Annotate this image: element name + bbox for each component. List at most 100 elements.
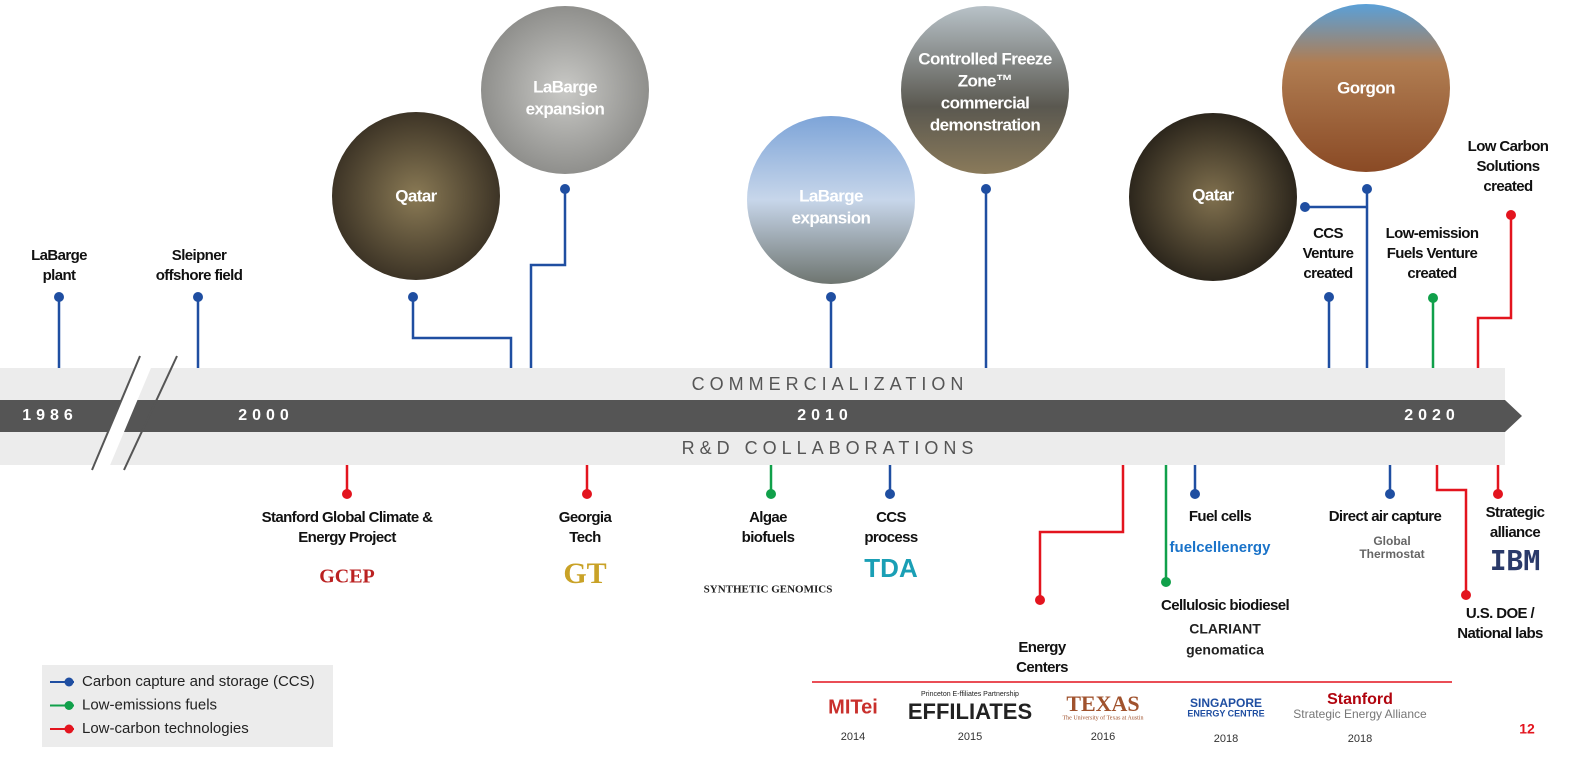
photo — [481, 6, 649, 174]
milestone-label: created — [1483, 178, 1533, 195]
axis-break — [92, 356, 156, 470]
partner-year: 2015 — [958, 731, 982, 743]
milestone-label: plant — [43, 267, 76, 284]
dot — [826, 292, 836, 302]
dot — [766, 489, 776, 499]
photo — [1282, 4, 1450, 172]
partner-logo: IBM — [1490, 544, 1541, 577]
collaboration-label: Energy Project — [298, 529, 396, 546]
year-label: 2000 — [238, 407, 294, 424]
collaboration-label: Direct air capture — [1329, 508, 1442, 525]
partner-year: 2014 — [841, 731, 865, 743]
dot — [1385, 489, 1395, 499]
connector — [529, 189, 567, 368]
collaboration-label: CCS — [876, 509, 906, 526]
band-label: R&D COLLABORATIONS — [682, 438, 979, 458]
dot — [1506, 210, 1516, 220]
partner-logo: GT — [563, 557, 606, 590]
collaboration-label: biofuels — [742, 529, 795, 546]
connector — [1476, 215, 1513, 368]
partner-logo: MITei — [828, 696, 878, 718]
dot — [1190, 489, 1200, 499]
dot — [342, 489, 352, 499]
photo-label: Qatar — [1192, 185, 1234, 204]
photo — [901, 6, 1069, 174]
collaboration-label: Strategic — [1486, 504, 1545, 521]
legend-box — [42, 665, 333, 747]
photo-label: LaBarge — [799, 186, 863, 205]
dot — [54, 292, 64, 302]
collaboration-label: Georgia — [559, 509, 613, 526]
legend-swatch-dot — [64, 677, 74, 687]
photo-label: Qatar — [395, 186, 437, 205]
partner-logo: TEXAS — [1066, 691, 1139, 716]
band-top — [0, 368, 1505, 400]
milestone-label: created — [1407, 265, 1457, 282]
milestone-label: created — [1303, 265, 1353, 282]
collaboration-label: Energy — [1018, 639, 1067, 656]
dot — [1362, 184, 1372, 194]
dot — [1493, 489, 1503, 499]
partner-logo: Princeton E-ffiliates Partnership — [921, 691, 1019, 698]
legend-swatch-dot — [64, 701, 74, 710]
year-label: 2020 — [1404, 407, 1460, 424]
partner-logo: Thermostat — [1359, 547, 1424, 561]
dot — [193, 292, 203, 302]
collaboration-label: alliance — [1490, 524, 1540, 541]
timeline-arrow — [0, 400, 1522, 432]
legend-swatch-dot — [64, 724, 74, 734]
band-label: COMMERCIALIZATION — [692, 374, 969, 394]
partner-logo: SINGAPORE — [1190, 696, 1262, 710]
band-bottom — [0, 432, 1505, 465]
dot — [1035, 595, 1045, 605]
milestone-label: Low Carbon — [1468, 138, 1549, 155]
partner-logo: SYNTHETIC GENOMICS — [704, 584, 833, 596]
photo-label: LaBarge — [533, 77, 597, 96]
partner-year: 2018 — [1214, 733, 1238, 745]
collaboration-label: process — [864, 529, 918, 546]
photo-label: Controlled Freeze — [918, 49, 1052, 68]
dot — [560, 184, 570, 194]
partner-logo: CLARIANT — [1189, 621, 1261, 637]
dot — [408, 292, 418, 302]
photo — [747, 116, 915, 284]
page-number: 12 — [1519, 721, 1535, 737]
connector — [411, 297, 513, 368]
dot — [1324, 292, 1334, 302]
dot — [1428, 293, 1438, 303]
connector — [1038, 465, 1125, 600]
partner-logo: ENERGY CENTRE — [1187, 708, 1264, 718]
collaboration-label: Tech — [569, 529, 601, 546]
collaboration-label: Algae — [749, 509, 787, 526]
dot — [582, 489, 592, 499]
dot — [885, 489, 895, 499]
year-label: 2010 — [797, 407, 853, 424]
photo-label: expansion — [526, 99, 605, 118]
dot — [981, 184, 991, 194]
partner-logo: Global — [1373, 534, 1410, 548]
collaboration-label: Cellulosic biodiesel — [1161, 597, 1289, 614]
dot — [1300, 202, 1310, 212]
legend-label: Low-emissions fuels — [82, 696, 217, 713]
milestone-label: Sleipner — [172, 247, 227, 264]
legend-label: Carbon capture and storage (CCS) — [82, 673, 315, 690]
dot — [1461, 590, 1471, 600]
partner-logo: genomatica — [1186, 642, 1264, 658]
collaboration-label: Centers — [1016, 659, 1068, 676]
partner-year: 2018 — [1348, 733, 1372, 745]
milestone-label: Solutions — [1477, 158, 1540, 175]
partner-logo: EFFILIATES — [908, 699, 1032, 724]
partner-logo: Strategic Energy Alliance — [1293, 707, 1427, 721]
milestone-label: offshore field — [156, 267, 243, 284]
photo-label: expansion — [792, 208, 871, 227]
year-label: 1986 — [22, 407, 78, 424]
photo — [1129, 113, 1297, 281]
collaboration-label: National labs — [1457, 625, 1543, 642]
milestone-label: Venture — [1303, 245, 1354, 262]
partner-logo: GCEP — [319, 566, 375, 588]
connector — [1435, 465, 1468, 595]
partner-logo: TDA — [864, 553, 918, 583]
partner-year: 2016 — [1091, 731, 1115, 743]
axis-break-line — [123, 355, 178, 471]
